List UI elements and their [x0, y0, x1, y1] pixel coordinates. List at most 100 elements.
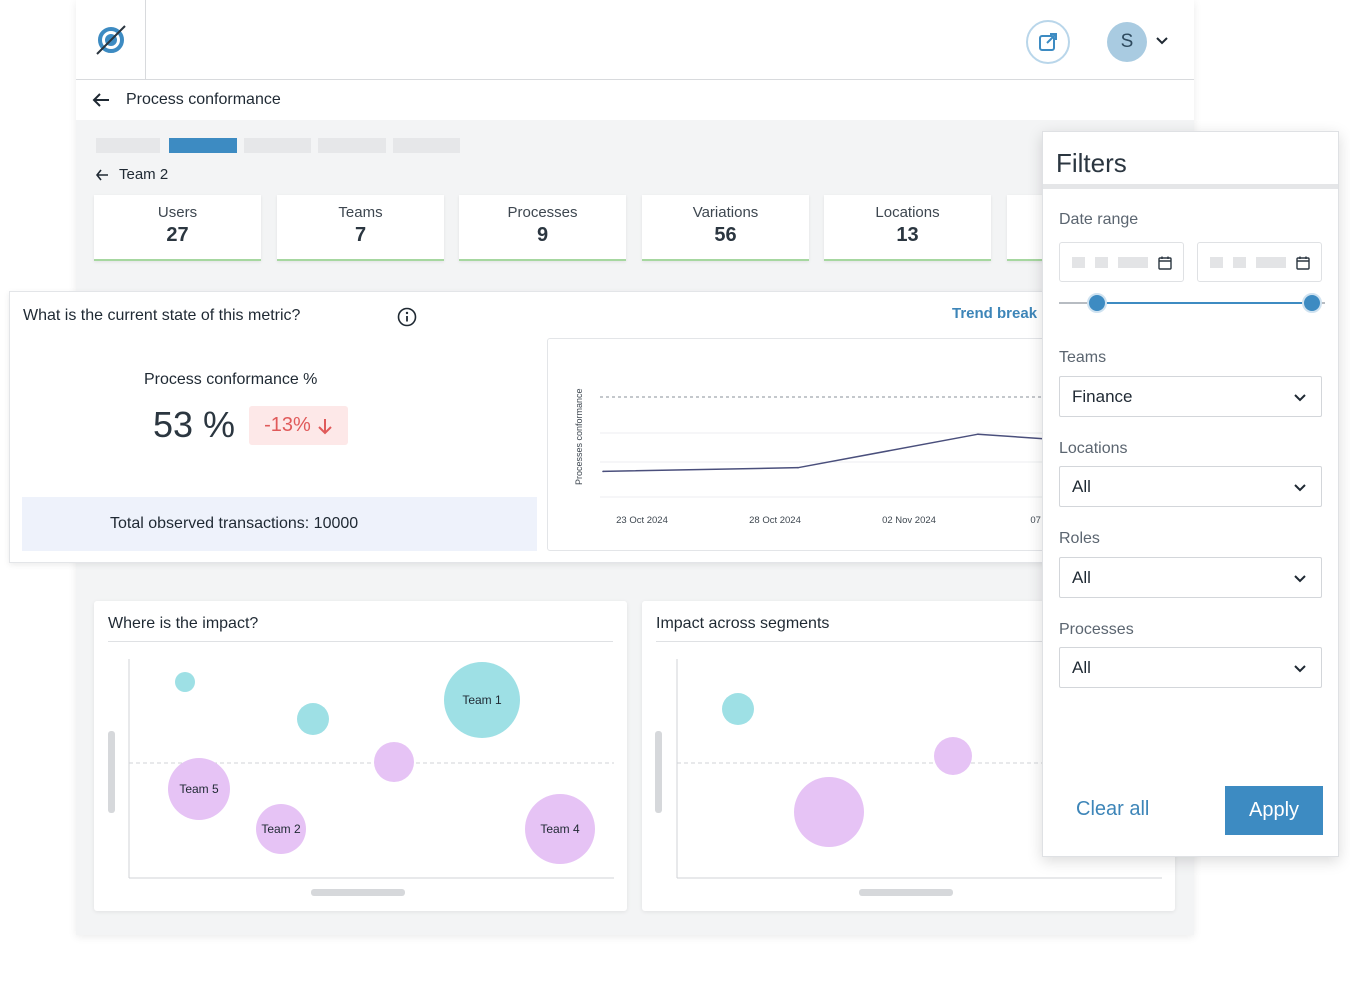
total-transactions: Total observed transactions: 10000 [22, 497, 537, 551]
data-point [977, 433, 979, 435]
stat-label: Users [157, 204, 198, 221]
x-tick-label: 02 Nov 2024 [882, 515, 936, 526]
stat-card-locations[interactable]: Locations 13 [824, 195, 991, 261]
team-breadcrumb[interactable]: Team 2 [96, 166, 168, 183]
trend-break-link[interactable]: Trend break [952, 305, 1038, 322]
roles-label: Roles [1059, 530, 1100, 547]
breadcrumb-team-label: Team 2 [119, 166, 169, 183]
tab-placeholder[interactable] [244, 138, 311, 153]
processes-value: All [1072, 658, 1091, 677]
segment-bubble [934, 737, 972, 775]
chevron-down-icon[interactable] [1154, 32, 1170, 48]
locations-label: Locations [1059, 440, 1128, 457]
locations-value: All [1072, 477, 1091, 496]
chevron-down-icon [1294, 394, 1306, 402]
metric-value: 53 % [153, 404, 236, 445]
impact-bubble[interactable] [525, 794, 595, 864]
filters-panel: Filters Date range Teams Finance Locatio… [1042, 131, 1339, 857]
date-placeholder [1256, 257, 1286, 268]
series-line [602, 433, 1059, 473]
info-icon[interactable] [397, 307, 417, 327]
segment-bubble [722, 693, 754, 725]
slider-handle-end [1302, 293, 1322, 313]
open-external-button[interactable] [1026, 20, 1070, 64]
processes-select[interactable]: All [1059, 647, 1322, 688]
impact-title: Where is the impact? [108, 615, 259, 632]
processes-label: Processes [1059, 621, 1134, 638]
slider-handle-start [1087, 293, 1107, 313]
date-range-label: Date range [1059, 211, 1139, 228]
impact-bubble[interactable] [444, 662, 520, 738]
filters-title: Filters [1056, 148, 1127, 178]
back-arrow-icon[interactable] [92, 92, 110, 108]
data-point [797, 466, 799, 469]
tab-placeholder[interactable] [96, 138, 160, 153]
date-placeholder [1210, 257, 1223, 268]
x-tick-label: 23 Oct 2024 [616, 515, 668, 526]
date-range-slider[interactable] [1057, 290, 1327, 316]
vertical-scrollbar[interactable] [655, 731, 662, 813]
locations-select[interactable]: All [1059, 466, 1322, 507]
segment-bubble [794, 777, 864, 847]
date-placeholder [1072, 257, 1085, 268]
page-header: Process conformance [76, 80, 1194, 120]
metric-card: What is the current state of this metric… [9, 291, 1067, 563]
date-placeholder [1233, 257, 1246, 268]
external-link-icon [1039, 33, 1057, 51]
stat-card-processes[interactable]: Processes 9 [459, 195, 626, 261]
stat-value: 13 [896, 224, 919, 246]
impact-bubble[interactable] [256, 804, 306, 854]
horizontal-scrollbar[interactable] [859, 889, 953, 896]
stat-label: Locations [875, 204, 940, 221]
page-title: Process conformance [126, 91, 281, 108]
divider [108, 641, 613, 642]
bubble-label: Team 1 [462, 693, 502, 707]
vertical-scrollbar[interactable] [108, 731, 115, 813]
data-point [602, 470, 604, 473]
impact-bubble[interactable] [297, 703, 329, 735]
chevron-down-icon [1294, 575, 1306, 583]
tab-active[interactable] [169, 138, 237, 153]
top-bar: S [76, 0, 1194, 80]
horizontal-scrollbar[interactable] [311, 889, 405, 896]
stat-value: 27 [166, 224, 189, 246]
back-arrow-icon [96, 169, 108, 180]
logo-area [76, 0, 146, 79]
stat-card-teams[interactable]: Teams 7 [277, 195, 444, 261]
date-placeholder [1095, 257, 1108, 268]
stat-label: Processes [507, 204, 578, 221]
tab-placeholder[interactable] [393, 138, 460, 153]
roles-select[interactable]: All [1059, 557, 1322, 598]
filters-header: Filters [1043, 132, 1338, 189]
stat-card-users[interactable]: Users 27 [94, 195, 261, 261]
metric-question: What is the current state of this metric… [23, 307, 301, 324]
stat-card-variations[interactable]: Variations 56 [642, 195, 809, 261]
total-transactions-text: Total observed transactions: 10000 [110, 515, 359, 532]
impact-bubble[interactable] [168, 758, 230, 820]
impact-bubble[interactable] [175, 672, 195, 692]
impact-bubble[interactable] [374, 742, 414, 782]
app-logo-icon [96, 25, 126, 55]
teams-label: Teams [1059, 349, 1107, 366]
x-tick-label: 28 Oct 2024 [749, 515, 801, 526]
change-value: -13% [264, 414, 311, 436]
teams-select[interactable]: Finance [1059, 376, 1322, 417]
tab-placeholder[interactable] [318, 138, 386, 153]
calendar-icon[interactable] [1158, 256, 1172, 270]
arrow-down-icon [318, 418, 332, 434]
apply-button[interactable]: Apply [1225, 786, 1323, 835]
divider [656, 641, 1161, 642]
calendar-icon[interactable] [1296, 256, 1310, 270]
bubble-label: Team 2 [261, 822, 301, 836]
clear-all-button[interactable]: Clear all [1076, 798, 1150, 820]
y-axis-label: Processes conformance [574, 388, 584, 485]
stat-value: 56 [714, 224, 737, 246]
stat-label: Teams [338, 204, 383, 221]
stat-label: Variations [692, 204, 759, 221]
start-date-input[interactable] [1059, 242, 1184, 282]
roles-value: All [1072, 568, 1091, 587]
user-avatar[interactable]: S [1107, 22, 1147, 62]
bubble-label: Team 4 [540, 822, 580, 836]
chevron-down-icon [1294, 484, 1306, 492]
end-date-input[interactable] [1197, 242, 1322, 282]
